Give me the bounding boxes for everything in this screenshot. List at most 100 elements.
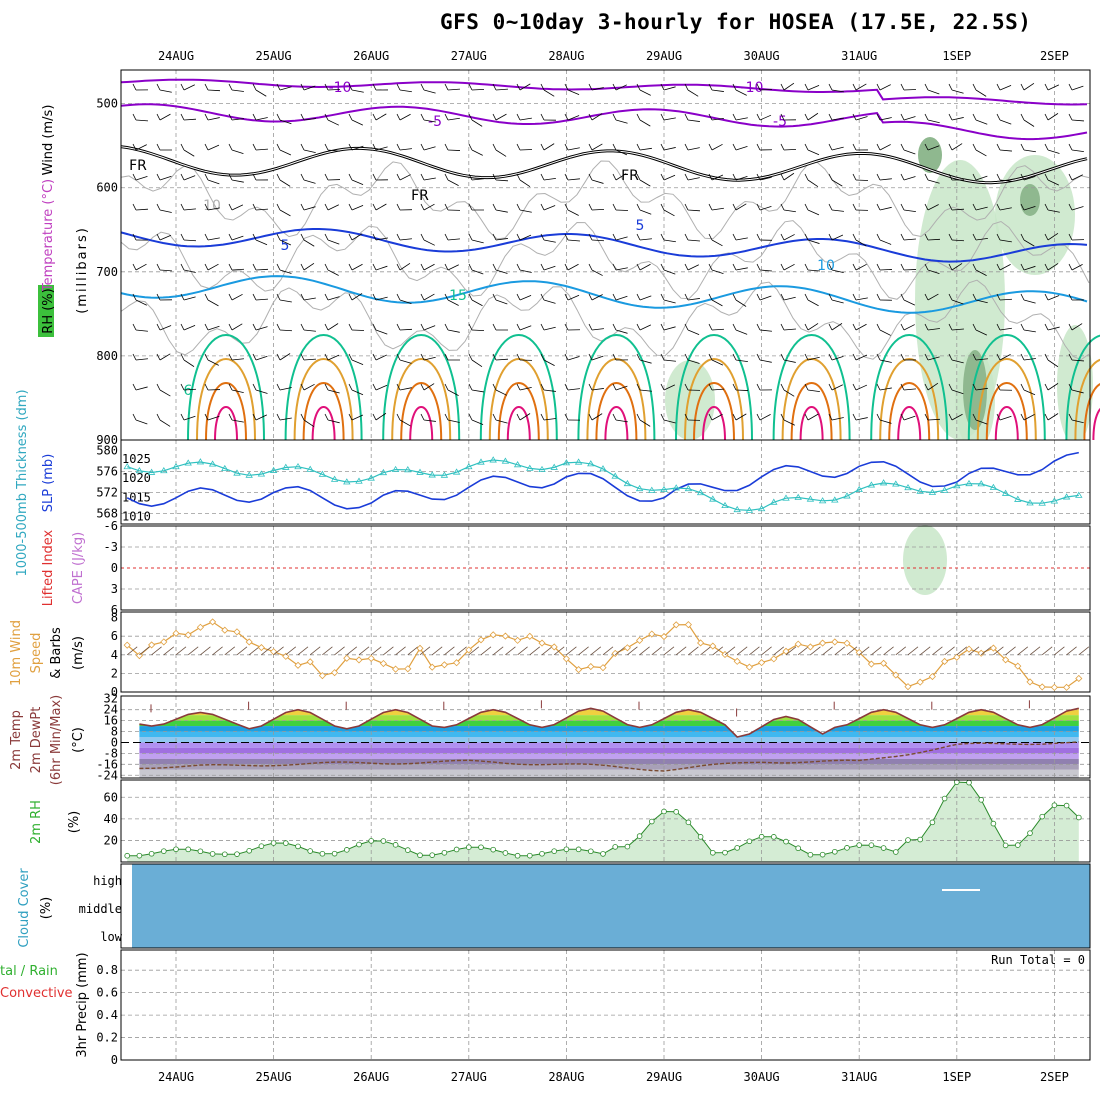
wind-barb-flag xyxy=(996,83,1001,91)
slp-point-39 xyxy=(599,465,607,472)
wind-barb xyxy=(1047,295,1060,301)
temp-band-11 xyxy=(139,764,1079,770)
wind-barb-flag xyxy=(636,383,641,391)
wind-barb xyxy=(639,324,652,331)
temp-band-10 xyxy=(139,758,1079,765)
wind-barb-flag xyxy=(972,173,977,181)
wind-barb-flag xyxy=(396,83,401,91)
wind-barb-flag xyxy=(828,83,833,91)
wind-barb-flag xyxy=(924,203,929,211)
wind-barb xyxy=(399,387,412,391)
wind-barb-flag xyxy=(492,413,497,421)
wind-barb xyxy=(447,238,460,241)
wind-barb xyxy=(1047,326,1060,331)
wind-barb-flag xyxy=(876,383,881,391)
contour-label-12: 6 xyxy=(184,383,193,399)
wind-barb-flag xyxy=(348,323,353,331)
wind-barb xyxy=(879,359,892,363)
wind-barb-flag xyxy=(132,293,137,301)
rh2m-point-17 xyxy=(331,850,338,857)
slp-point-33 xyxy=(526,464,534,471)
wind-barb-flag xyxy=(636,173,641,181)
wind-barb-flag xyxy=(732,383,737,391)
wind-barb-flag xyxy=(516,203,521,211)
diurnal-contour-0-3 xyxy=(214,406,238,441)
wind-barb-flag xyxy=(924,173,929,181)
wind-barb-flag xyxy=(708,353,713,361)
wind-barb-10m xyxy=(1066,646,1077,656)
wind-barb-10m xyxy=(944,646,955,656)
wind-barb-flag xyxy=(492,383,497,391)
wind-barb-flag xyxy=(804,173,809,181)
wind-barb-flag xyxy=(660,353,665,361)
wind-point-17 xyxy=(331,669,339,677)
wind-barb-flag xyxy=(588,83,593,91)
wind-barb xyxy=(1071,264,1083,271)
y-tick-800: 800 xyxy=(96,349,118,363)
wind-barb-10m xyxy=(200,646,211,656)
wind-barb-flag xyxy=(612,83,617,91)
wind-barb xyxy=(879,419,892,424)
wind-barb-10m xyxy=(334,646,345,656)
wind-barb xyxy=(591,87,604,91)
wind-barb-flag xyxy=(276,83,281,91)
rh2m-point-59 xyxy=(844,845,850,851)
wind-barb xyxy=(975,149,987,157)
label-thickness: 1000-500mb Thickness (dm) xyxy=(15,389,30,576)
wind-barb-flag xyxy=(852,143,857,151)
wind-barb xyxy=(519,179,531,187)
wind-barb-flag xyxy=(1044,143,1049,151)
wind-barb xyxy=(831,323,843,331)
wind-barb xyxy=(255,117,268,121)
wind-barb-flag xyxy=(156,383,161,391)
diurnal-contour-4-0 xyxy=(577,334,656,441)
wind-barb-flag xyxy=(420,233,425,241)
contour-label-9: 5 xyxy=(636,218,645,234)
wind-barb xyxy=(279,299,292,303)
rh2m-point-8 xyxy=(222,851,228,858)
rh2m-point-41 xyxy=(624,843,631,850)
wind-barb-flag xyxy=(372,353,377,361)
diurnal-contour-5-0 xyxy=(675,334,753,441)
slp-point-56 xyxy=(806,495,815,502)
wind-barb-flag xyxy=(1020,233,1025,241)
wind-barb xyxy=(999,327,1012,331)
wind-barb xyxy=(855,83,867,91)
wind-barb xyxy=(831,356,844,361)
wind-barb xyxy=(351,145,364,151)
wind-barb xyxy=(399,359,412,364)
wind-barb-flag xyxy=(1044,353,1049,361)
panel-cloud-cover: high middle low xyxy=(79,863,1091,949)
wind-barb-flag xyxy=(468,143,473,151)
temp-band-4 xyxy=(139,726,1079,732)
wind-barb-flag xyxy=(756,323,761,331)
wind-barb-flag xyxy=(540,413,545,421)
wind-barb-flag xyxy=(420,173,425,181)
wind-barb xyxy=(879,84,891,91)
wind-barb xyxy=(1023,205,1036,211)
wind-barb-10m xyxy=(322,646,333,656)
wind-point-35 xyxy=(550,643,558,651)
wind-barb xyxy=(183,296,196,301)
wind-barb-flag xyxy=(780,83,785,91)
wind-barb xyxy=(519,269,532,273)
wind-barb xyxy=(1023,176,1036,181)
wind-barb xyxy=(807,299,819,307)
wind-barb-10m xyxy=(175,646,187,656)
wind-barb xyxy=(615,385,628,391)
wind-barb xyxy=(399,89,412,93)
run-total: Run Total = 0 xyxy=(991,953,1085,967)
wind-barb-flag xyxy=(180,383,185,391)
wind-barb xyxy=(231,179,244,183)
wind-barb-flag xyxy=(564,353,569,361)
wind-barb-flag xyxy=(492,173,497,181)
wind-barb xyxy=(135,263,147,271)
wind-barb xyxy=(663,117,676,121)
panel7-frame xyxy=(120,863,1091,949)
wind-barb xyxy=(231,293,243,301)
wind-barb xyxy=(327,149,340,152)
wind-barb-flag xyxy=(588,143,593,151)
wind-barb xyxy=(831,209,844,212)
wind-barb xyxy=(639,295,652,301)
wind-barb xyxy=(663,384,676,391)
